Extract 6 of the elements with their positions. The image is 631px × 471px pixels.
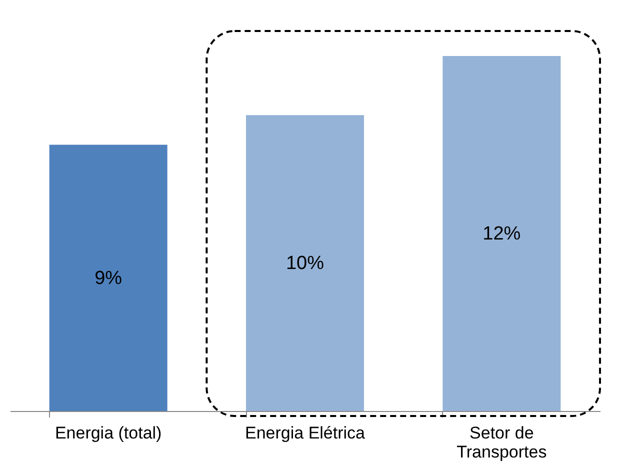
data-label: 9% [94, 268, 122, 289]
data-label: 10% [286, 253, 324, 274]
x-tick-label: Setor de Transportes [456, 424, 547, 462]
data-label: 12% [482, 224, 521, 244]
x-tick-label: Energia (total) [54, 424, 162, 442]
x-tick-label: Energia Elétrica [244, 424, 366, 442]
